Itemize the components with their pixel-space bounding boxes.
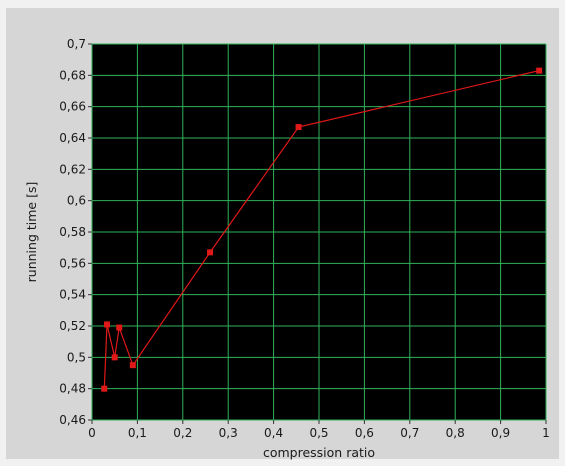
x-tick-label: 0,4	[264, 426, 283, 440]
y-axis-title: running time [s]	[24, 182, 39, 283]
series-layer	[101, 67, 543, 392]
x-axis-ticks: 0 0,1 0,2 0,3 0,4 0,5 0,6 0,7 0,8 0,9 1	[88, 420, 550, 440]
data-point	[295, 124, 302, 131]
x-tick-label: 1	[542, 426, 550, 440]
y-tick-label: 0,5	[67, 350, 86, 364]
x-tick-label: 0	[88, 426, 96, 440]
y-axis-ticks: 0,46 0,48 0,5 0,52 0,54 0,56 0,58 0,6 0,62 0,64 0,…	[59, 37, 92, 427]
x-tick-label: 0,3	[219, 426, 238, 440]
y-tick-label: 0,62	[59, 162, 86, 176]
data-point	[207, 249, 214, 256]
y-tick-label: 0,46	[59, 413, 86, 427]
data-point	[103, 321, 110, 328]
x-tick-label: 0,8	[446, 426, 465, 440]
y-tick-label: 0,56	[59, 256, 86, 270]
data-point	[129, 362, 136, 369]
x-tick-label: 0,2	[173, 426, 192, 440]
y-tick-label: 0,6	[67, 194, 86, 208]
x-tick-label: 0,5	[309, 426, 328, 440]
x-tick-label: 0,6	[355, 426, 374, 440]
y-tick-label: 0,7	[67, 37, 86, 51]
x-tick-label: 0,1	[128, 426, 147, 440]
data-point	[111, 354, 118, 361]
data-point	[536, 67, 543, 74]
x-tick-label: 0,7	[400, 426, 419, 440]
x-axis-title: compression ratio	[263, 445, 375, 460]
data-point	[116, 324, 123, 331]
y-tick-label: 0,58	[59, 225, 86, 239]
y-tick-label: 0,54	[59, 288, 86, 302]
y-tick-label: 0,48	[59, 382, 86, 396]
y-tick-label: 0,52	[59, 319, 86, 333]
y-tick-label: 0,66	[59, 100, 86, 114]
data-point	[101, 385, 108, 392]
y-tick-label: 0,68	[59, 68, 86, 82]
grid-lines	[91, 43, 547, 421]
series-line	[103, 70, 540, 389]
x-tick-label: 0,9	[491, 426, 510, 440]
y-tick-label: 0,64	[59, 131, 86, 145]
